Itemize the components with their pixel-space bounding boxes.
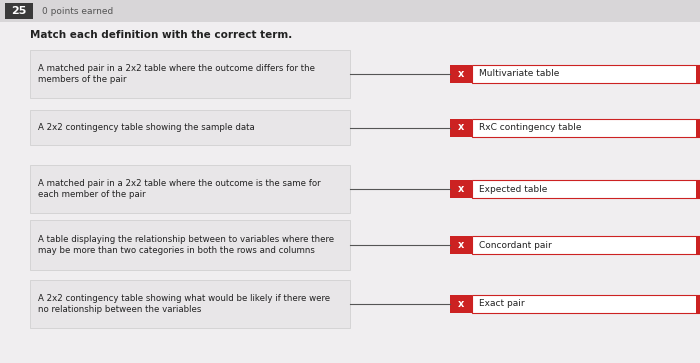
FancyBboxPatch shape [696,118,700,136]
FancyBboxPatch shape [30,165,350,213]
Text: x: x [458,122,464,132]
Text: Match each definition with the correct term.: Match each definition with the correct t… [30,30,293,40]
FancyBboxPatch shape [472,118,700,136]
FancyBboxPatch shape [450,118,472,136]
Text: A table displaying the relationship between to variables where there
may be more: A table displaying the relationship betw… [38,234,334,256]
Text: x: x [458,69,464,79]
Text: RxC contingency table: RxC contingency table [479,123,582,132]
FancyBboxPatch shape [696,65,700,83]
FancyBboxPatch shape [696,295,700,313]
FancyBboxPatch shape [30,220,350,270]
Text: x: x [458,299,464,309]
Text: Multivariate table: Multivariate table [479,69,559,78]
FancyBboxPatch shape [696,180,700,198]
FancyBboxPatch shape [30,280,350,328]
FancyBboxPatch shape [450,236,472,254]
Text: x: x [458,184,464,194]
Text: A 2x2 contingency table showing what would be likely if there were
no relationsh: A 2x2 contingency table showing what wou… [38,294,330,314]
FancyBboxPatch shape [472,236,700,254]
FancyBboxPatch shape [0,0,700,22]
Text: Expected table: Expected table [479,184,547,193]
FancyBboxPatch shape [472,180,700,198]
Text: Concordant pair: Concordant pair [479,241,552,249]
FancyBboxPatch shape [5,3,33,19]
Text: A matched pair in a 2x2 table where the outcome differs for the
members of the p: A matched pair in a 2x2 table where the … [38,64,315,85]
FancyBboxPatch shape [30,110,350,145]
FancyBboxPatch shape [696,236,700,254]
Text: 0 points earned: 0 points earned [42,7,113,16]
FancyBboxPatch shape [472,295,700,313]
Text: Exact pair: Exact pair [479,299,524,309]
FancyBboxPatch shape [450,65,472,83]
FancyBboxPatch shape [30,50,350,98]
Text: A matched pair in a 2x2 table where the outcome is the same for
each member of t: A matched pair in a 2x2 table where the … [38,179,321,199]
Text: A 2x2 contingency table showing the sample data: A 2x2 contingency table showing the samp… [38,123,255,132]
Text: x: x [458,240,464,250]
FancyBboxPatch shape [472,65,700,83]
FancyBboxPatch shape [450,295,472,313]
FancyBboxPatch shape [450,180,472,198]
Text: 25: 25 [11,6,27,16]
